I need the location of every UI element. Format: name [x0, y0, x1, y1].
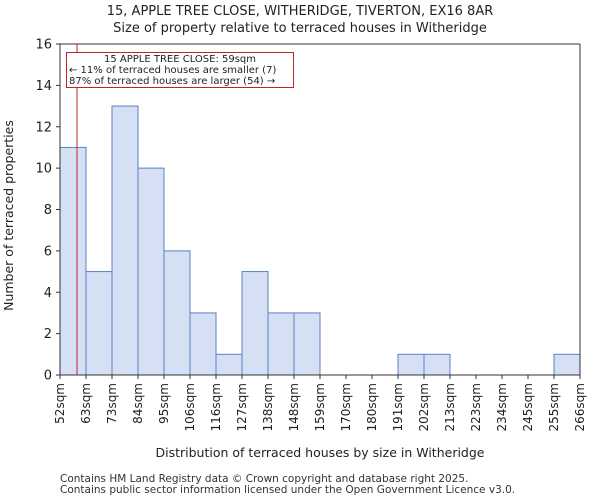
y-tick-label: 16: [35, 38, 52, 53]
x-tick-label: 63sqm: [79, 383, 93, 424]
annotation-property-size: 15 APPLE TREE CLOSE: 59sqm: [103, 54, 257, 65]
x-tick-label: 202sqm: [417, 383, 431, 431]
x-tick-label: 255sqm: [547, 383, 561, 431]
x-tick-label: 191sqm: [391, 383, 405, 431]
histogram-bar: [163, 250, 191, 376]
y-tick-label: 8: [44, 203, 52, 218]
x-tick-label: 223sqm: [469, 383, 483, 431]
histogram-bar: [189, 312, 217, 376]
x-tick-label: 106sqm: [183, 383, 197, 431]
histogram-bar: [267, 312, 295, 376]
chart-title: 15, APPLE TREE CLOSE, WITHERIDGE, TIVERT…: [106, 4, 494, 19]
x-tick-label: 266sqm: [573, 383, 587, 431]
y-tick-label: 14: [35, 79, 52, 94]
histogram-bar: [241, 271, 269, 376]
histogram-bar: [215, 353, 243, 376]
footer-licence: Contains public sector information licen…: [60, 484, 516, 496]
y-tick-label: 0: [44, 369, 52, 384]
histogram-bar: [137, 167, 165, 376]
x-tick-label: 116sqm: [209, 383, 223, 431]
y-axis-label: Number of terraced properties: [1, 120, 16, 311]
x-tick-label: 245sqm: [521, 383, 535, 431]
histogram-bar: [293, 312, 321, 376]
x-axis-label: Distribution of terraced houses by size …: [155, 445, 484, 460]
x-tick-label: 213sqm: [443, 383, 457, 431]
footer-copyright: Contains HM Land Registry data © Crown c…: [60, 473, 469, 485]
histogram-bar: [111, 105, 139, 376]
y-tick-label: 12: [35, 120, 52, 135]
x-tick-label: 84sqm: [131, 383, 145, 424]
x-tick-label: 170sqm: [339, 383, 353, 431]
histogram-bar: [85, 271, 113, 376]
annotation-smaller-share: ← 11% of terraced houses are smaller (7): [69, 65, 277, 76]
property-annotation-box: 15 APPLE TREE CLOSE: 59sqm ← 11% of terr…: [66, 52, 294, 88]
y-tick-label: 4: [44, 286, 52, 301]
y-tick-label: 10: [35, 162, 52, 177]
x-tick-label: 138sqm: [261, 383, 275, 431]
histogram-bar: [397, 353, 425, 376]
y-tick-label: 6: [44, 244, 52, 259]
x-tick-label: 159sqm: [313, 383, 327, 431]
x-tick-label: 180sqm: [365, 383, 379, 431]
chart-subtitle: Size of property relative to terraced ho…: [113, 21, 487, 36]
y-tick-label: 2: [44, 327, 52, 342]
x-tick-label: 148sqm: [287, 383, 301, 431]
x-tick-label: 52sqm: [53, 383, 67, 424]
x-tick-label: 127sqm: [235, 383, 249, 431]
histogram-bar: [59, 146, 87, 376]
histogram-bar: [553, 353, 581, 376]
x-tick-label: 234sqm: [495, 383, 509, 431]
x-tick-label: 73sqm: [105, 383, 119, 424]
x-tick-label: 95sqm: [157, 383, 171, 424]
annotation-larger-share: 87% of terraced houses are larger (54) →: [69, 76, 276, 87]
histogram-bar: [423, 353, 451, 376]
